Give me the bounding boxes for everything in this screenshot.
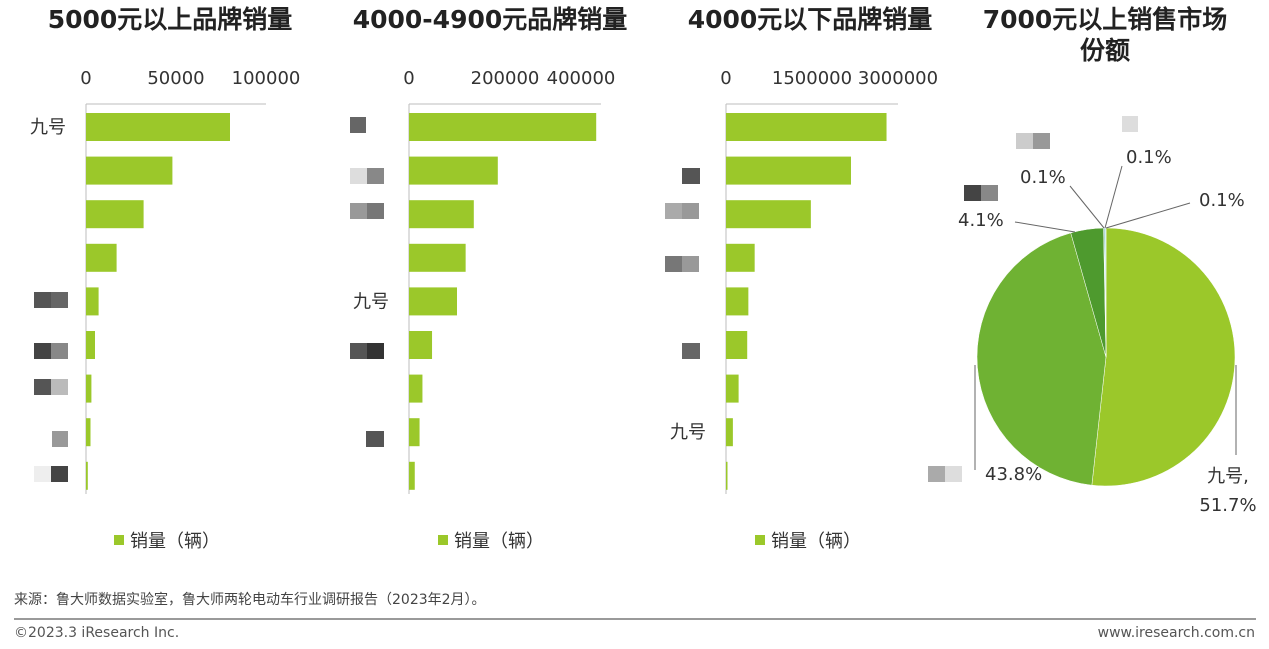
tick-label: 50000	[147, 68, 204, 89]
bar	[726, 200, 811, 229]
bar	[726, 113, 887, 141]
category-label: 九号	[353, 291, 389, 312]
bar	[86, 331, 95, 359]
tick-label: 3000000	[858, 68, 938, 89]
slice-value: 0.1%	[1199, 190, 1245, 211]
bar	[726, 287, 749, 316]
chart-title-4: 7000元以上销售市场份额	[982, 5, 1228, 65]
tick-label: 400000	[547, 68, 616, 89]
bar	[409, 374, 423, 403]
legend-label: 销量（辆）	[130, 531, 220, 552]
bar	[86, 287, 99, 316]
bar	[726, 418, 733, 447]
category-label: 九号	[30, 117, 66, 138]
tick-label: 0	[403, 68, 414, 89]
obscured-label	[682, 168, 700, 184]
tick-label: 200000	[471, 68, 540, 89]
leader-line	[1069, 185, 1105, 229]
bar	[86, 156, 173, 185]
obscured-label	[34, 466, 68, 482]
slice-label: 九号,	[1207, 466, 1249, 487]
bar	[726, 374, 739, 403]
obscured-label	[34, 343, 68, 359]
legend-swatch	[755, 535, 765, 545]
chart-title-2: 4000-4900元品牌销量	[352, 5, 628, 34]
bar	[726, 331, 748, 359]
legend-3: 销量（辆）	[755, 527, 861, 553]
obscured-label	[366, 431, 384, 447]
slice-value: 43.8%	[985, 464, 1042, 485]
footer-divider	[14, 618, 1256, 620]
copyright: ©2023.3 iResearch Inc.	[14, 625, 180, 641]
obscured-label	[928, 466, 962, 482]
legend-swatch	[114, 535, 124, 545]
leader-line	[1014, 221, 1076, 233]
legend-label: 销量（辆）	[454, 531, 544, 552]
bar	[409, 200, 474, 229]
bar	[409, 243, 466, 272]
bar	[409, 331, 433, 359]
bar	[409, 287, 457, 316]
pie-slice	[976, 232, 1107, 486]
legend-2: 销量（辆）	[438, 527, 544, 553]
bar	[86, 113, 230, 141]
obscured-label	[964, 185, 998, 201]
tick-label: 100000	[232, 68, 301, 89]
slice-value: 0.1%	[1126, 147, 1172, 168]
obscured-label	[34, 379, 68, 395]
chart-title-3: 4000元以下品牌销量	[687, 5, 933, 34]
bar	[86, 243, 117, 272]
site-url: www.iresearch.com.cn	[1097, 625, 1255, 641]
tick-label: 0	[80, 68, 91, 89]
tick-label: 0	[720, 68, 731, 89]
slice-value: 0.1%	[1020, 167, 1066, 188]
obscured-label	[350, 168, 384, 184]
legend-label: 销量（辆）	[771, 531, 861, 552]
obscured-label	[350, 203, 384, 219]
tick-label: 1500000	[772, 68, 852, 89]
bar	[726, 243, 755, 272]
bar	[86, 200, 144, 229]
leader-line	[1105, 202, 1191, 229]
obscured-label	[34, 292, 68, 308]
slice-value: 51.7%	[1199, 495, 1256, 516]
obscured-label	[52, 431, 68, 447]
chart-title-1: 5000元以上品牌销量	[47, 5, 293, 34]
leader-line	[1104, 165, 1123, 229]
legend-1: 销量（辆）	[114, 527, 220, 553]
obscured-label	[1016, 133, 1050, 149]
obscured-label	[350, 343, 384, 359]
bar	[726, 156, 851, 185]
bar	[86, 418, 91, 447]
bar	[409, 156, 498, 185]
bar	[86, 461, 88, 490]
bar	[409, 461, 415, 490]
bar	[409, 418, 420, 447]
bar	[409, 113, 597, 141]
bar	[86, 374, 92, 403]
obscured-label	[665, 203, 699, 219]
obscured-label	[1122, 116, 1138, 132]
slice-value: 4.1%	[958, 210, 1004, 231]
obscured-label	[350, 117, 366, 133]
bar	[726, 461, 728, 490]
pie-slice	[1091, 227, 1236, 487]
legend-swatch	[438, 535, 448, 545]
source-note: 来源：鲁大师数据实验室，鲁大师两轮电动车行业调研报告（2023年2月）。	[14, 592, 486, 608]
category-label: 九号	[670, 422, 706, 443]
chart-canvas: 0 50000 100000 九号 0 200000 400000 九号 0 1500000 300…	[30, 68, 1257, 516]
obscured-label	[665, 256, 699, 272]
obscured-label	[682, 343, 700, 359]
